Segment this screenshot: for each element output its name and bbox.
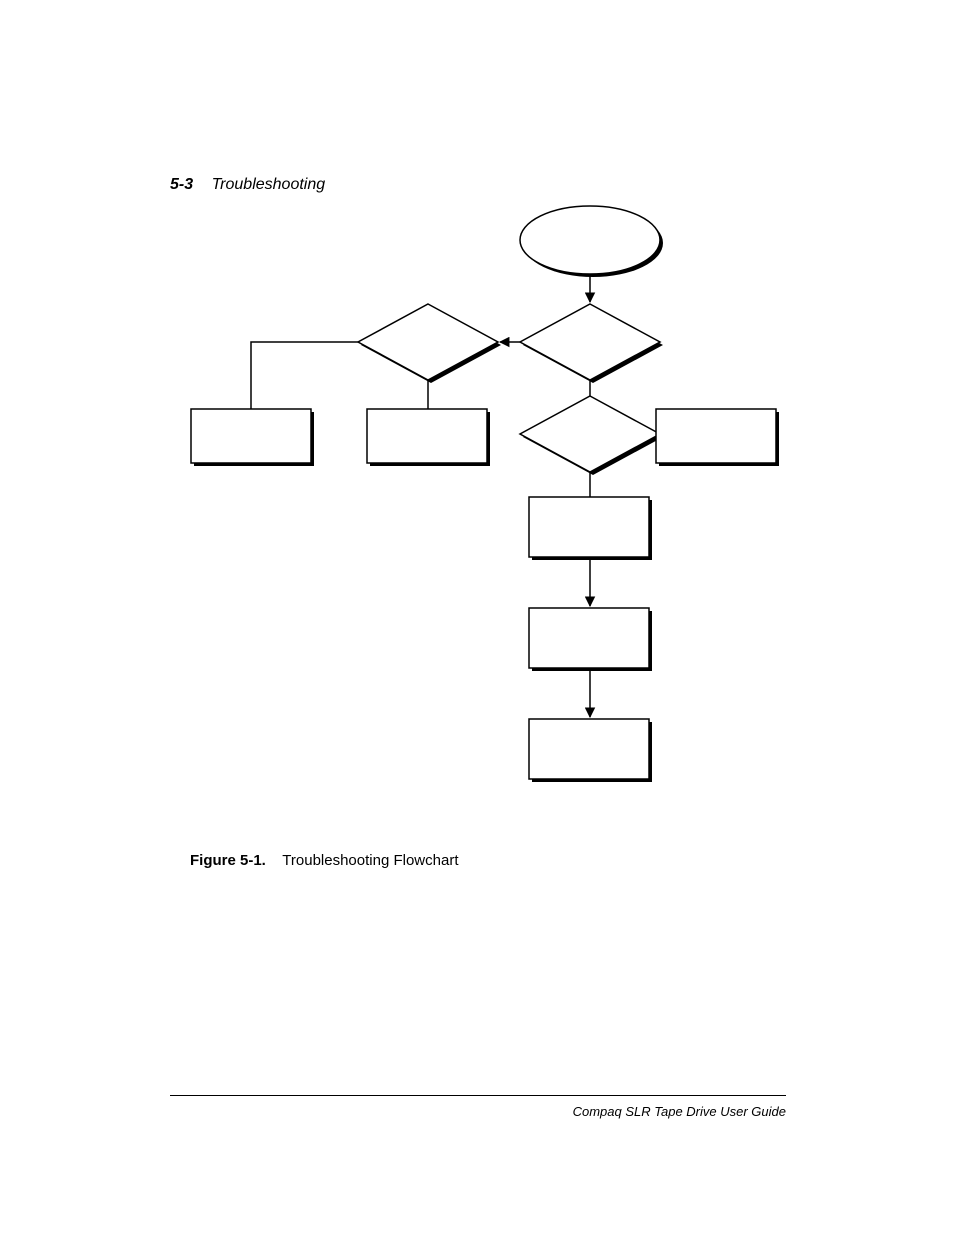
decision-2 <box>358 304 498 380</box>
process-3 <box>656 409 776 463</box>
page-number: 5-3 <box>170 176 193 193</box>
process-2 <box>367 409 487 463</box>
process-4 <box>529 497 649 557</box>
process-6 <box>529 719 649 779</box>
figure-caption-text: Troubleshooting Flowchart <box>282 852 458 869</box>
section-title: Troubleshooting <box>212 176 326 193</box>
figure-caption: Figure 5-1. Troubleshooting Flowchart <box>190 852 458 869</box>
page-header: 5-3 Troubleshooting <box>170 176 325 194</box>
decision-1 <box>520 304 660 380</box>
footer-text: Compaq SLR Tape Drive User Guide <box>573 1104 786 1119</box>
process-5 <box>529 608 649 668</box>
document-page: 5-3 Troubleshooting <box>0 0 954 1235</box>
figure-label: Figure 5-1. <box>190 852 266 869</box>
troubleshooting-flowchart <box>170 200 786 830</box>
start-node <box>520 206 660 274</box>
edge-dec2-box1 <box>251 342 358 409</box>
process-1 <box>191 409 311 463</box>
decision-3 <box>520 396 660 472</box>
footer-rule <box>170 1095 786 1096</box>
